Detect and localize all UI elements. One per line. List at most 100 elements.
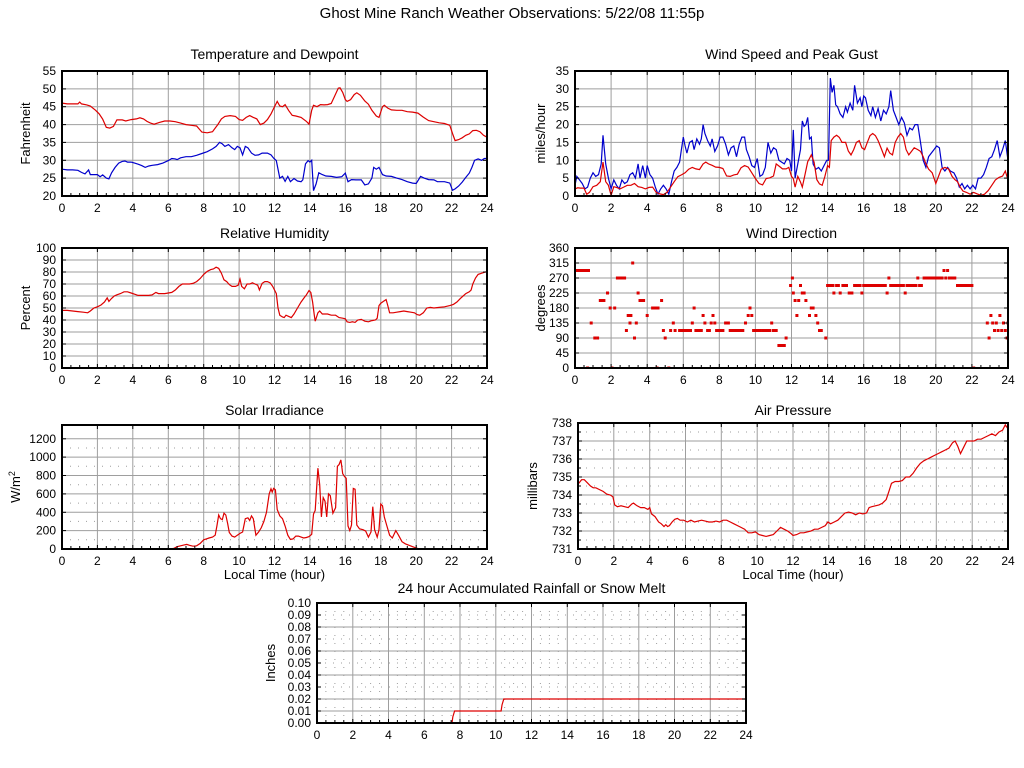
x-tick-label: 4 [129, 554, 136, 568]
x-tick-label: 16 [339, 201, 353, 215]
series-temperature [61, 87, 488, 142]
x-tick-label: 10 [749, 373, 763, 387]
x-tick-label: 8 [200, 373, 207, 387]
x-tick-label: 24 [480, 554, 494, 568]
y-tick-label: 731 [552, 542, 572, 556]
x-tick-label: 4 [385, 728, 392, 742]
x-tick-label: 2 [94, 201, 101, 215]
y-tick-label: 0.10 [288, 596, 312, 610]
y-axis-label: Percent [18, 285, 33, 330]
series-group [62, 459, 487, 550]
y-tick-label: 736 [552, 452, 572, 466]
x-tick-label: 16 [857, 373, 871, 387]
x-tick-label: 18 [893, 373, 907, 387]
x-tick-label: 4 [646, 554, 653, 568]
x-tick-label: 10 [232, 201, 246, 215]
x-tick-label: 22 [704, 728, 718, 742]
x-tick-label: 20 [668, 728, 682, 742]
y-tick-label: 737 [552, 434, 572, 448]
x-tick-label: 24 [480, 373, 494, 387]
y-tick-label: 732 [552, 524, 572, 538]
y-tick-label: 360 [549, 241, 569, 255]
y-tick-label: 50 [43, 301, 57, 315]
y-axis-label: miles/hour [533, 103, 548, 164]
y-tick-label: 55 [43, 64, 57, 78]
y-axis-label: Inches [263, 643, 278, 682]
x-tick-label: 12 [525, 728, 539, 742]
plot-frame [61, 424, 488, 550]
y-tick-label: 225 [549, 286, 569, 300]
y-tick-label: 0.05 [288, 656, 312, 670]
x-tick-label: 14 [303, 373, 317, 387]
y-tick-label: 100 [36, 241, 56, 255]
x-tick-label: 14 [303, 201, 317, 215]
chart-solar-svg: 0 2 4 6 8 10 12 14 16 18 20 22 240200400600800100012… [7, 402, 494, 582]
plot-frame [61, 247, 488, 369]
x-tick-label: 0 [572, 201, 579, 215]
y-tick-label: 5 [562, 171, 569, 185]
y-tick-label: 10 [43, 349, 57, 363]
y-tick-label: 35 [556, 64, 570, 78]
x-tick-label: 18 [374, 554, 388, 568]
y-tick-label: 30 [556, 82, 570, 96]
plot-frame [577, 422, 1009, 550]
chart-title: Wind Direction [746, 225, 837, 241]
series-group [61, 87, 488, 192]
y-tick-label: 20 [43, 189, 57, 203]
series-solar-irradiance [62, 459, 487, 550]
y-tick-label: 20 [556, 118, 570, 132]
gridlines [61, 247, 488, 369]
x-tick-label: 0 [59, 554, 66, 568]
x-tick-label: 22 [965, 201, 979, 215]
y-tick-label: 15 [556, 135, 570, 149]
x-tick-label: 12 [268, 201, 282, 215]
chart-text: 0 2 4 6 8 10 12 14 16 18 20 22 2405101520253035Wind … [533, 46, 1015, 215]
x-tick-label: 20 [410, 201, 424, 215]
page-title: Ghost Mine Ranch Weather Observations: 5… [319, 5, 705, 22]
x-tick-label: 18 [374, 201, 388, 215]
y-tick-label: 60 [43, 289, 57, 303]
x-tick-label: 22 [445, 373, 459, 387]
x-tick-label: 14 [303, 554, 317, 568]
y-tick-label: 40 [43, 313, 57, 327]
x-tick-label: 0 [59, 201, 66, 215]
x-tick-label: 0 [59, 373, 66, 387]
x-tick-label: 8 [718, 554, 725, 568]
x-tick-label: 20 [410, 554, 424, 568]
chart-text: 0 2 4 6 8 10 12 14 16 18 20 22 240459013518022527031… [533, 225, 1015, 387]
series-group [574, 78, 1009, 197]
x-tick-label: 16 [596, 728, 610, 742]
x-tick-label: 16 [858, 554, 872, 568]
x-tick-label: 6 [421, 728, 428, 742]
y-tick-label: 180 [549, 301, 569, 315]
x-tick-label: 22 [445, 201, 459, 215]
y-tick-label: 35 [43, 135, 57, 149]
x-tick-label: 0 [314, 728, 321, 742]
y-tick-label: 0.09 [288, 608, 312, 622]
x-tick-label: 12 [268, 554, 282, 568]
y-tick-label: 733 [552, 506, 572, 520]
y-tick-label: 0 [562, 189, 569, 203]
chart-title: Air Pressure [754, 402, 831, 418]
y-tick-label: 40 [43, 118, 57, 132]
y-tick-label: 0 [49, 361, 56, 375]
y-tick-label: 20 [43, 337, 57, 351]
x-tick-label: 2 [94, 373, 101, 387]
y-tick-label: 90 [43, 253, 57, 267]
y-tick-label: 738 [552, 416, 572, 430]
chart-temperature-svg: 0 2 4 6 8 10 12 14 16 18 20 22 242025303540455055Tem… [18, 46, 494, 215]
chart-pressure-svg: 0 2 4 6 8 10 12 14 16 18 20 22 247317327337347357367… [525, 402, 1015, 582]
y-tick-label: 800 [36, 469, 56, 483]
y-tick-label: 45 [43, 100, 57, 114]
x-axis-label: Local Time (hour) [742, 567, 843, 582]
x-tick-label: 10 [232, 554, 246, 568]
x-tick-label: 4 [644, 201, 651, 215]
gridlines [574, 247, 1009, 369]
x-tick-label: 12 [268, 373, 282, 387]
y-tick-label: 70 [43, 277, 57, 291]
x-tick-label: 2 [608, 201, 615, 215]
x-tick-label: 18 [893, 201, 907, 215]
x-tick-label: 12 [785, 201, 799, 215]
chart-text: 0 2 4 6 8 10 12 14 16 18 20 22 240102030405060708090… [18, 225, 494, 387]
